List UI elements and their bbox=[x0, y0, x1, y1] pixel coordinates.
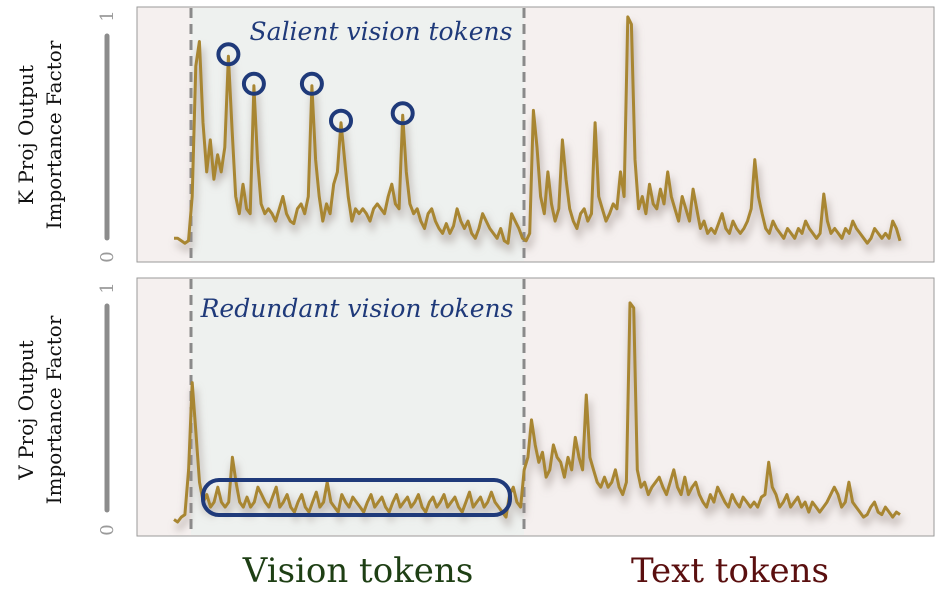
k-proj-panel: Salient vision tokens 1 0 K Proj Output … bbox=[14, 6, 935, 263]
salient-peak-marker-1 bbox=[216, 42, 241, 67]
k-series-shadow bbox=[176, 21, 905, 254]
salient-peak-marker-2 bbox=[241, 71, 266, 96]
text-tokens-label: Text tokens bbox=[631, 551, 829, 591]
k-ytick-min: 0 bbox=[97, 251, 118, 262]
v-annotation: Redundant vision tokens bbox=[200, 294, 514, 323]
v-ylabel-line2: Importance Factor bbox=[42, 315, 66, 504]
k-ylabel-line1: K Proj Output bbox=[14, 65, 38, 205]
salient-peak-marker-3 bbox=[299, 71, 324, 96]
v-ytick-min: 0 bbox=[97, 524, 118, 535]
vision-tokens-label: Vision tokens bbox=[242, 551, 474, 591]
k-series-line bbox=[174, 15, 902, 245]
v-proj-panel: Redundant vision tokens 1 0 V Proj Outpu… bbox=[14, 277, 935, 537]
v-ytick-max: 1 bbox=[97, 282, 118, 293]
v-series-line bbox=[173, 301, 901, 524]
k-salient-markers bbox=[216, 42, 415, 133]
v-ylabel-line1: V Proj Output bbox=[14, 340, 38, 480]
salient-peak-marker-5 bbox=[390, 101, 415, 126]
k-annotation: Salient vision tokens bbox=[250, 17, 513, 46]
v-redundant-region-marker bbox=[201, 478, 512, 517]
salient-peak-marker-4 bbox=[329, 108, 353, 133]
k-ytick-max: 1 bbox=[97, 10, 118, 21]
k-ylabel-line2: Importance Factor bbox=[42, 40, 66, 229]
